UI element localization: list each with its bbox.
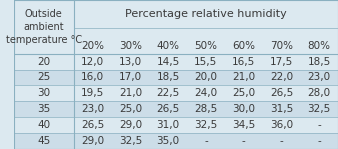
Text: 16,5: 16,5 (232, 57, 255, 67)
Text: -: - (280, 136, 283, 146)
Text: -: - (317, 120, 321, 130)
Text: 36,0: 36,0 (270, 120, 293, 130)
Text: 22,5: 22,5 (156, 88, 180, 98)
Text: 20: 20 (37, 57, 50, 67)
Text: 32,5: 32,5 (308, 104, 331, 114)
Text: 26,5: 26,5 (81, 120, 104, 130)
Text: -: - (204, 136, 208, 146)
Text: 35,0: 35,0 (156, 136, 180, 146)
Text: 21,0: 21,0 (119, 88, 142, 98)
Text: 35: 35 (37, 104, 50, 114)
Text: 15,5: 15,5 (194, 57, 218, 67)
Text: 60%: 60% (232, 41, 255, 52)
Text: 23,0: 23,0 (308, 72, 331, 83)
Bar (14, 133, 338, 149)
Text: 29,0: 29,0 (81, 136, 104, 146)
Text: 30%: 30% (119, 41, 142, 52)
Text: 17,5: 17,5 (270, 57, 293, 67)
Text: 50%: 50% (194, 41, 217, 52)
Text: 21,0: 21,0 (232, 72, 255, 83)
Text: 17,0: 17,0 (119, 72, 142, 83)
Text: 19,5: 19,5 (81, 88, 104, 98)
Text: 13,0: 13,0 (119, 57, 142, 67)
Text: Percentage relative humidity: Percentage relative humidity (125, 9, 287, 19)
Text: 14,5: 14,5 (156, 57, 180, 67)
Text: 45: 45 (37, 136, 50, 146)
Text: 30,0: 30,0 (232, 104, 255, 114)
Text: 32,5: 32,5 (119, 136, 142, 146)
Text: 80%: 80% (308, 41, 331, 52)
FancyBboxPatch shape (14, 0, 338, 149)
Text: 28,0: 28,0 (308, 88, 331, 98)
Text: -: - (242, 136, 245, 146)
Text: 22,0: 22,0 (270, 72, 293, 83)
Text: 28,5: 28,5 (194, 104, 218, 114)
Text: 31,5: 31,5 (270, 104, 293, 114)
Text: -: - (317, 136, 321, 146)
Text: 29,0: 29,0 (119, 120, 142, 130)
Text: 30: 30 (37, 88, 50, 98)
Text: 25,0: 25,0 (232, 88, 255, 98)
Text: 34,5: 34,5 (232, 120, 255, 130)
Text: 31,0: 31,0 (156, 120, 180, 130)
Text: 24,0: 24,0 (194, 88, 217, 98)
Text: 40%: 40% (156, 41, 180, 52)
Text: 18,5: 18,5 (156, 72, 180, 83)
Bar (14, 101, 338, 117)
Text: 25,0: 25,0 (119, 104, 142, 114)
Bar (14, 70, 338, 85)
Text: 16,0: 16,0 (81, 72, 104, 83)
Text: 26,5: 26,5 (270, 88, 293, 98)
Text: Outside
ambient
temperature °C: Outside ambient temperature °C (6, 9, 82, 45)
Text: 26,5: 26,5 (156, 104, 180, 114)
Text: 70%: 70% (270, 41, 293, 52)
Text: 18,5: 18,5 (308, 57, 331, 67)
Text: 12,0: 12,0 (81, 57, 104, 67)
Text: 25: 25 (37, 72, 50, 83)
Text: 20%: 20% (81, 41, 104, 52)
Text: 40: 40 (37, 120, 50, 130)
Text: 20,0: 20,0 (194, 72, 217, 83)
Text: 23,0: 23,0 (81, 104, 104, 114)
Text: 32,5: 32,5 (194, 120, 218, 130)
